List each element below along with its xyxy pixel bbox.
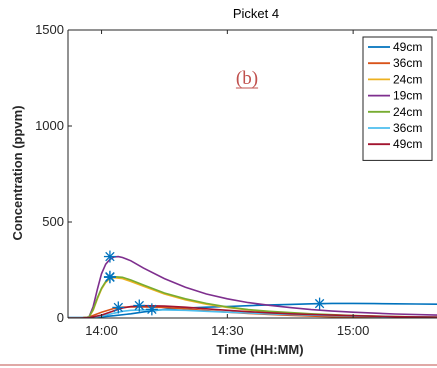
peak-marker-6: [145, 303, 158, 316]
series-line-4: [68, 255, 437, 318]
legend-label-5: 24cm: [393, 105, 422, 119]
axes: [67, 29, 437, 319]
legend-label-3: 24cm: [393, 72, 422, 86]
peak-marker-5: [103, 270, 116, 283]
extra-marker-1: [112, 301, 125, 314]
y-tick-label: 0: [57, 310, 64, 325]
x-tick-label: 14:30: [211, 323, 244, 338]
legend-label-6: 36cm: [393, 121, 422, 135]
legend: 49cm 36cm 24cm 19cm 24cm 36cm 49cm: [362, 36, 433, 161]
series-layer: [68, 255, 437, 318]
tick-labels: 0 500 1000 1500 14:00 14:30 15:00: [35, 22, 369, 338]
legend-label-1: 49cm: [393, 40, 422, 54]
peak-marker-4: [103, 250, 116, 263]
y-tick-label: 1000: [35, 118, 64, 133]
x-tick-label: 14:00: [85, 323, 118, 338]
y-axis-title: Concentration (ppvm): [10, 105, 25, 240]
legend-label-2: 36cm: [393, 56, 422, 70]
series-line-2: [68, 306, 437, 318]
chart-title: Picket 4: [233, 6, 279, 21]
peak-marker-1: [313, 297, 326, 310]
y-tick-label: 500: [42, 214, 64, 229]
legend-box: [362, 36, 433, 161]
peak-markers: [103, 250, 326, 316]
subplot-label: (b): [236, 68, 258, 89]
x-axis-title: Time (HH:MM): [216, 342, 303, 357]
extra-marker-2: [133, 299, 146, 312]
y-tick-label: 1500: [35, 22, 64, 37]
legend-label-7: 49cm: [393, 137, 422, 151]
x-tick-label: 15:00: [337, 323, 370, 338]
legend-label-4: 19cm: [393, 89, 422, 103]
